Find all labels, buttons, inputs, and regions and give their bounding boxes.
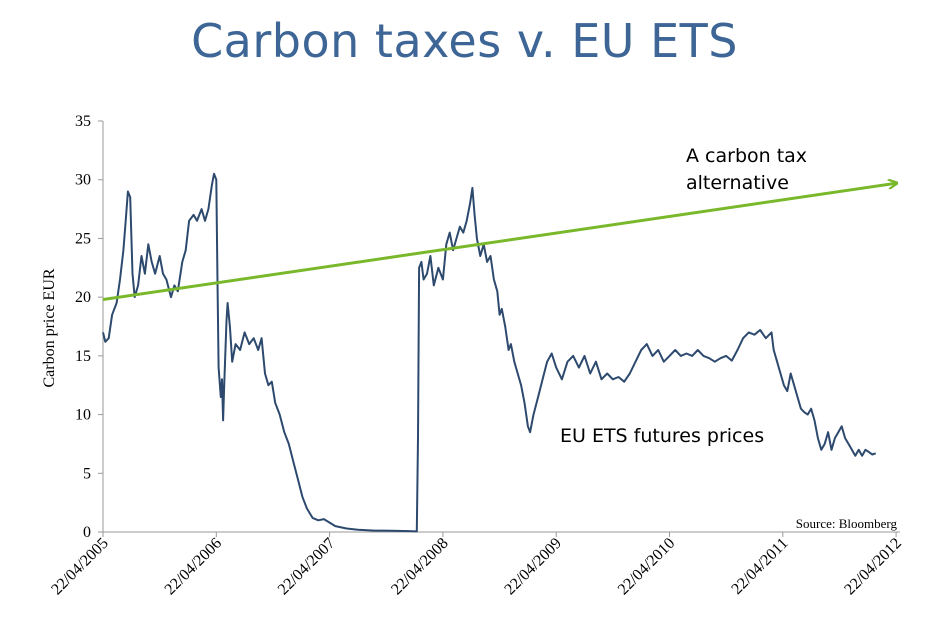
y-tick-label: 25 <box>75 230 91 247</box>
y-tick-label: 0 <box>83 524 91 541</box>
x-tick-label: 22/04/2010 <box>615 535 679 599</box>
series-line-carbon-tax <box>102 183 896 301</box>
x-tick-label: 22/04/2008 <box>388 535 452 599</box>
x-tick-label: 22/04/2011 <box>728 535 791 598</box>
y-axis-label: Carbon price EUR <box>41 268 58 387</box>
x-tick-label: 22/04/2005 <box>48 535 112 599</box>
chart-title: Carbon taxes v. EU ETS <box>191 14 738 68</box>
x-tick-label: 22/04/2009 <box>501 535 565 599</box>
series-line-eu-ets <box>102 172 877 533</box>
x-tick-label: 22/04/2007 <box>275 535 339 599</box>
y-tick-label: 35 <box>75 113 91 130</box>
source-note: Source: Bloomberg <box>796 516 898 531</box>
y-tick-label: 30 <box>75 172 91 189</box>
y-tick-label: 15 <box>75 348 91 365</box>
y-tick-label: 20 <box>75 289 91 306</box>
y-tick-label: 5 <box>83 465 91 482</box>
annotation-eu-ets: EU ETS futures prices <box>560 425 764 447</box>
y-tick-label: 10 <box>75 407 91 424</box>
x-tick-label: 22/04/2006 <box>162 535 226 599</box>
x-tick-label: 22/04/2012 <box>841 535 905 599</box>
annotation-carbon-tax: A carbon tax alternative <box>686 145 807 194</box>
